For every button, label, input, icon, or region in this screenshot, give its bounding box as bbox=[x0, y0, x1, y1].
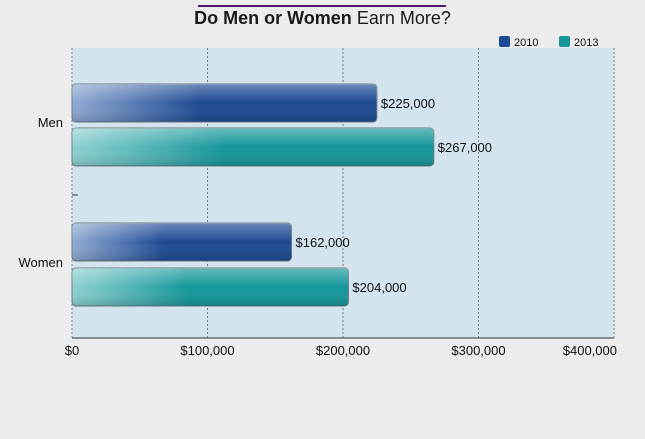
x-tick-label: $200,000 bbox=[316, 343, 370, 358]
category-label: Men bbox=[38, 115, 63, 130]
x-tick-label: $0 bbox=[65, 343, 79, 358]
chart-title-rest: Earn More? bbox=[356, 8, 451, 28]
chart-title: Do Men or Women Earn More? bbox=[0, 8, 645, 29]
legend-swatch-2013 bbox=[559, 36, 570, 47]
legend-label-2013: 2013 bbox=[574, 37, 598, 49]
bar-shine bbox=[72, 223, 292, 261]
legend-swatch-2010 bbox=[499, 36, 510, 47]
category-label: Women bbox=[18, 255, 63, 270]
bar-shine bbox=[72, 128, 434, 166]
x-tick-label: $400,000 bbox=[563, 343, 617, 358]
bar-shine bbox=[72, 268, 349, 306]
title-rule bbox=[198, 5, 446, 7]
chart-title-bold: Do Men or Women bbox=[194, 8, 352, 28]
bar-shine bbox=[72, 84, 377, 122]
legend-label-2010: 2010 bbox=[514, 37, 538, 49]
data-label-women-2013: $204,000 bbox=[352, 280, 406, 295]
x-tick-label: $300,000 bbox=[451, 343, 505, 358]
data-label-men-2010: $225,000 bbox=[381, 96, 435, 111]
data-label-men-2013: $267,000 bbox=[438, 140, 492, 155]
data-label-women-2010: $162,000 bbox=[296, 235, 350, 250]
x-tick-label: $100,000 bbox=[180, 343, 234, 358]
